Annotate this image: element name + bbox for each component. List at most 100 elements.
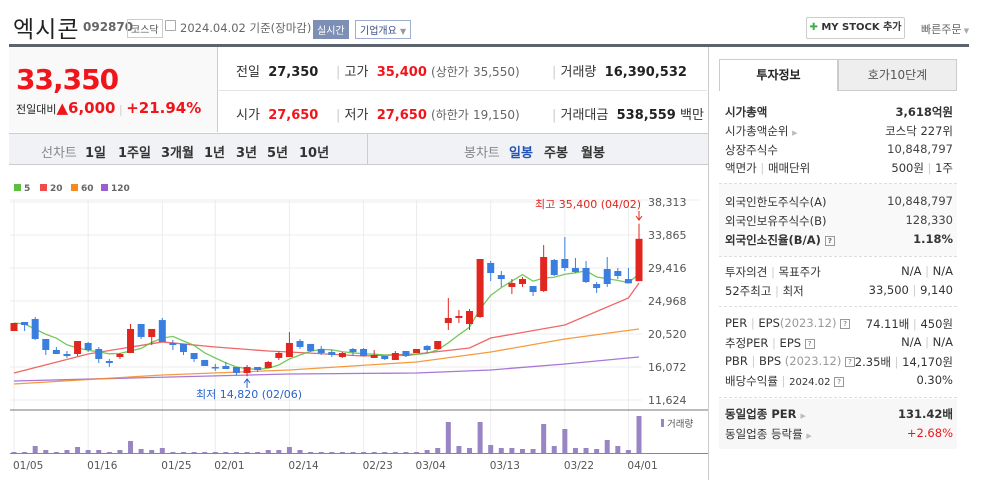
market-cap-rank-row[interactable]: 시가총액순위 ▶ 코스닥 227위 [725, 123, 953, 141]
period-1y[interactable]: 1년 [204, 146, 226, 161]
candle [338, 352, 346, 358]
candle-body [222, 365, 230, 370]
volume-bar [498, 447, 504, 453]
value: N/A [901, 264, 922, 278]
help-icon[interactable]: ? [824, 235, 835, 246]
help-icon[interactable]: ? [840, 318, 851, 329]
tab-investment-info[interactable]: 투자정보 [719, 59, 838, 91]
low-price: | 저가 27,650 (하한가 19,150) [336, 108, 520, 123]
x-tick-label: 04/01 [627, 460, 657, 472]
candle [518, 277, 526, 287]
volume-bar [128, 440, 134, 453]
value: +2.68% [906, 426, 953, 440]
candle-body [529, 286, 537, 293]
candle-body [63, 353, 71, 356]
volume-bar [75, 446, 81, 453]
legend-ma120: 120 [101, 184, 130, 194]
change-amount: 6,000 [68, 99, 116, 117]
chevron-down-icon: ▼ [400, 27, 407, 36]
market-cap-row: 시가총액 3,618억원 [725, 104, 953, 122]
volume-bar [350, 452, 356, 453]
help-icon[interactable]: ? [804, 338, 815, 349]
foreign-held-row: 외국인보유주식수(B) 128,330 [725, 213, 953, 231]
upper-limit-value: 35,550) [472, 65, 520, 79]
label: 목표주가 [778, 265, 821, 279]
label: EPS [779, 336, 802, 350]
high-value: 35,400 [376, 65, 427, 80]
volume-bar [509, 447, 515, 453]
pbr-row: PBR | BPS (2023.12) ? 2.35배 | 14,170원 [725, 354, 953, 369]
low-label: 저가 [344, 108, 369, 123]
candle [158, 317, 166, 342]
label: 시가총액 [725, 105, 768, 119]
label: 배당수익률 [725, 374, 778, 388]
x-tick-label: 02/14 [288, 460, 319, 472]
candle-body [391, 352, 399, 360]
period-monthly[interactable]: 월봉 [581, 146, 605, 161]
volume-bar [572, 447, 578, 453]
add-my-stock-button[interactable]: ✚ MY STOCK 추가 [806, 17, 905, 39]
candlestick-chart[interactable]: 38,313 33,865 29,416 24,968 20,520 16,072 11,6… [0, 0, 708, 480]
volume-bar [435, 447, 441, 453]
company-overview-dropdown[interactable]: 기업개요 ▼ [355, 20, 412, 39]
value: N/A [901, 335, 922, 349]
low-annotation: 최저 14,820 (02/06) [196, 388, 302, 401]
realtime-button[interactable]: 실시간 [313, 20, 349, 39]
est-per-row: 추정PER | EPS ? N/A | N/A [725, 335, 953, 350]
volume-bar [149, 449, 155, 453]
legend-label: 120 [111, 184, 130, 194]
candle [370, 350, 378, 358]
label: PBR [725, 354, 748, 368]
candle [21, 321, 29, 331]
volume-bar [212, 452, 218, 453]
candle-body [434, 340, 442, 349]
candle [540, 244, 548, 293]
period-weekly[interactable]: 주봉 [544, 146, 568, 161]
volume-bar [361, 452, 367, 453]
period-daily[interactable]: 일봉 [509, 146, 533, 161]
label: 동일업종 PER [725, 407, 797, 421]
candle [10, 322, 18, 331]
candle [95, 346, 103, 364]
value: 0.30% [916, 373, 953, 387]
volume-bar [64, 449, 70, 453]
foreign-limit-row: 외국인한도주식수(A) 10,848,797 [725, 194, 953, 212]
period-5y[interactable]: 5년 [267, 146, 289, 161]
candle [328, 350, 336, 358]
change-label: 전일대비 [16, 103, 57, 116]
header-divider [9, 44, 969, 47]
x-tick-label: 03/04 [416, 460, 447, 472]
volume-bar [594, 449, 600, 453]
x-tick-label: 02/23 [363, 460, 393, 472]
candle [211, 363, 219, 372]
value: N/A [932, 335, 953, 349]
volume-bar [286, 446, 292, 453]
dividend-row: 배당수익률 | 2024.02 ? 0.30% [725, 373, 953, 388]
value: 9,140 [920, 283, 953, 297]
period-10y[interactable]: 10년 [299, 146, 330, 161]
candle [127, 323, 135, 353]
amount-value: 538,559 [616, 108, 676, 123]
prev-close-label: 전일 [236, 65, 260, 80]
candle-body [413, 348, 421, 353]
value: 500원 [891, 161, 924, 175]
help-icon[interactable]: ? [844, 356, 855, 367]
quick-order-dropdown[interactable]: 빠른주문 ▼ [921, 21, 969, 37]
candle [508, 279, 516, 295]
period-1d[interactable]: 1일 [85, 146, 107, 161]
candle-body [487, 263, 495, 274]
industry-change-row[interactable]: 동일업종 등락률 ▶ +2.68% [725, 426, 953, 444]
volume-bar [445, 422, 451, 453]
candle [116, 352, 124, 360]
calendar-clock-icon [165, 20, 176, 31]
help-icon[interactable]: ? [834, 376, 845, 387]
period-3y[interactable]: 3년 [236, 146, 258, 161]
period-1w[interactable]: 1주일 [118, 146, 151, 161]
volume-bar [244, 452, 250, 453]
candle-body [466, 311, 474, 324]
industry-per-row[interactable]: 동일업종 PER ▶ 131.42배 [725, 406, 953, 424]
label: 상장주식수 [725, 143, 778, 157]
tab-order-book[interactable]: 호가10단계 [838, 59, 957, 91]
period-3m[interactable]: 3개월 [161, 146, 194, 161]
candle-body [635, 238, 643, 282]
